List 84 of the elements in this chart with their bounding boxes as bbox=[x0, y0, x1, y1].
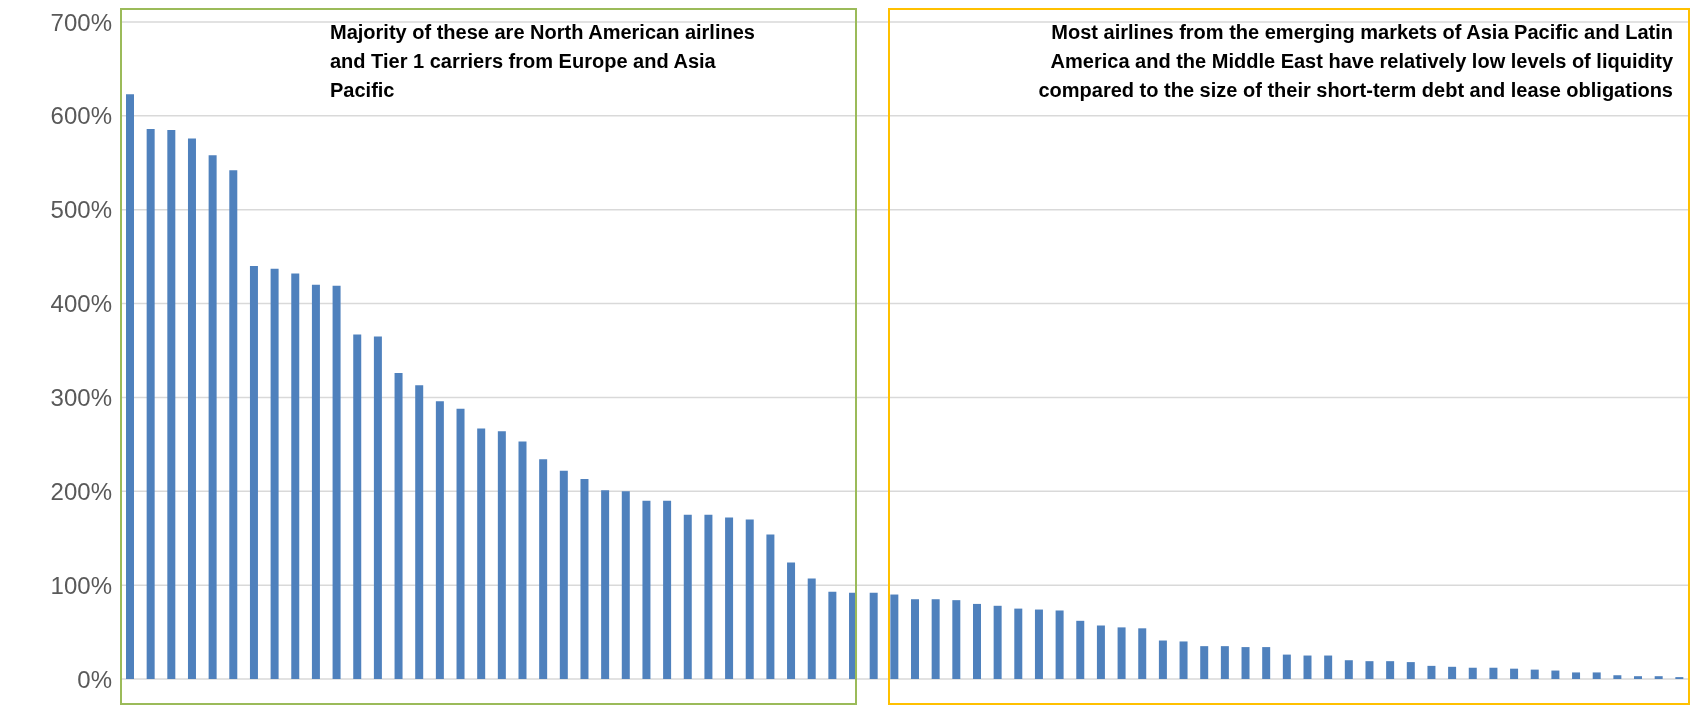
bar bbox=[559, 470, 568, 679]
bar bbox=[415, 385, 424, 679]
bar bbox=[291, 273, 300, 679]
bar bbox=[208, 155, 217, 679]
bar bbox=[477, 428, 486, 679]
annotation: Majority of these are North American airlines and Tier 1 carriers from Europe and Asia Pacific bbox=[330, 20, 755, 103]
bar bbox=[1220, 646, 1229, 679]
bar bbox=[725, 517, 734, 679]
bar bbox=[1262, 647, 1271, 679]
bar bbox=[311, 284, 320, 679]
y-tick-label: 100% bbox=[50, 571, 112, 599]
bar bbox=[435, 401, 444, 679]
bar bbox=[1572, 672, 1581, 679]
bar bbox=[270, 268, 279, 679]
bar bbox=[1200, 646, 1209, 679]
bar bbox=[167, 129, 176, 679]
bar bbox=[187, 138, 196, 679]
bar bbox=[952, 600, 961, 679]
bar bbox=[332, 285, 341, 679]
bar bbox=[1406, 662, 1415, 679]
bar bbox=[229, 170, 238, 679]
bar bbox=[828, 591, 837, 679]
bar bbox=[745, 519, 754, 679]
bar bbox=[869, 592, 878, 679]
bar bbox=[394, 373, 403, 679]
bar bbox=[518, 441, 527, 679]
bar bbox=[1282, 654, 1291, 679]
bar bbox=[353, 334, 362, 679]
bar bbox=[972, 603, 981, 679]
bar bbox=[1117, 627, 1126, 679]
bar bbox=[1096, 625, 1105, 679]
bar bbox=[1634, 676, 1643, 679]
bar bbox=[931, 599, 940, 679]
bar bbox=[126, 94, 134, 679]
bar bbox=[1076, 620, 1085, 679]
bar bbox=[1138, 628, 1147, 679]
bar bbox=[911, 599, 919, 679]
bar bbox=[621, 491, 630, 679]
bar bbox=[373, 336, 382, 679]
y-tick-label: 400% bbox=[50, 290, 112, 318]
y-tick-label: 700% bbox=[50, 8, 112, 36]
annotation: Most airlines from the emerging markets of Asia Pacific and Latin America and the Middle East have relatively low levels of liquidity compared to the size of their short-term debt and lease obligations bbox=[1037, 20, 1673, 103]
bar bbox=[497, 431, 506, 679]
bar bbox=[1324, 655, 1333, 679]
bar bbox=[787, 562, 796, 679]
bar bbox=[1613, 675, 1622, 679]
bar bbox=[146, 129, 155, 679]
bar bbox=[1179, 641, 1188, 679]
y-tick-label: 500% bbox=[50, 196, 112, 224]
bar bbox=[601, 490, 610, 679]
bar bbox=[1344, 660, 1353, 679]
y-tick-label: 600% bbox=[50, 102, 112, 130]
bar bbox=[580, 479, 589, 679]
bar bbox=[539, 459, 548, 679]
bar bbox=[683, 514, 692, 679]
bar bbox=[807, 578, 816, 679]
bar bbox=[1448, 666, 1457, 679]
bar bbox=[1530, 669, 1539, 679]
bar bbox=[1489, 667, 1498, 679]
bar bbox=[1365, 661, 1374, 679]
bar bbox=[1241, 647, 1250, 679]
bar bbox=[993, 605, 1002, 679]
bar bbox=[1592, 672, 1601, 679]
bar bbox=[1055, 610, 1064, 679]
y-tick-label: 0% bbox=[77, 665, 112, 693]
bar bbox=[1158, 640, 1167, 679]
bar bbox=[1303, 655, 1312, 679]
bar bbox=[766, 534, 775, 679]
bar bbox=[1427, 665, 1436, 679]
bar bbox=[1468, 667, 1477, 679]
bar bbox=[1034, 609, 1043, 679]
bar bbox=[1014, 608, 1023, 679]
bar bbox=[642, 500, 651, 679]
bar bbox=[1386, 661, 1395, 679]
y-tick-label: 300% bbox=[50, 383, 112, 411]
bar bbox=[1654, 676, 1663, 679]
bar bbox=[1510, 668, 1519, 679]
bar bbox=[1551, 670, 1560, 679]
bar bbox=[663, 500, 672, 679]
bar bbox=[890, 594, 899, 679]
bar bbox=[704, 514, 713, 679]
y-tick-label: 200% bbox=[50, 477, 112, 505]
bar bbox=[249, 266, 258, 679]
bar bbox=[456, 408, 465, 679]
